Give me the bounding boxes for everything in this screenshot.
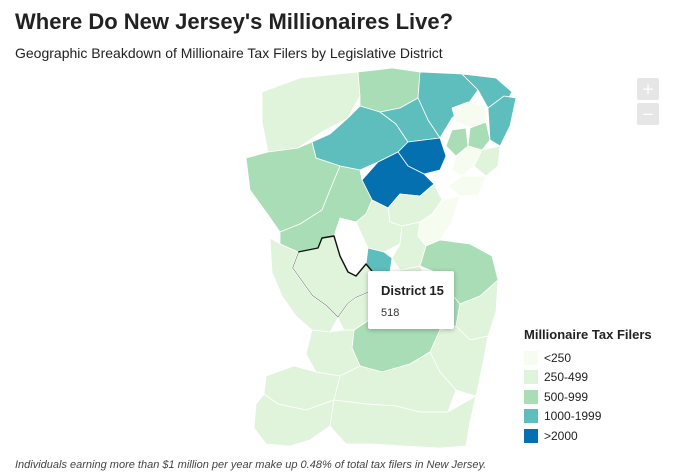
district-e-light2[interactable] [451,145,483,177]
district-tooltip: District 15 518 [368,271,454,329]
legend-label: 500-999 [544,389,589,404]
legend-swatch [524,428,538,443]
district-sw-upper[interactable] [269,237,339,333]
legend-label: 250-499 [544,370,589,385]
page-subtitle: Geographic Breakdown of Millionaire Tax … [15,45,443,61]
tooltip-value: 518 [381,307,400,319]
legend-label: 1000-1999 [544,409,602,424]
legend-item[interactable]: >2000 [524,426,652,446]
legend-swatch [524,389,538,404]
legend: Millionaire Tax Filers <250 250-499 500-… [524,327,652,446]
legend-item[interactable]: <250 [524,348,652,368]
footnote: Individuals earning more than $1 million… [15,459,487,471]
legend-item[interactable]: 500-999 [524,387,652,407]
legend-label: >2000 [544,428,578,443]
legend-swatch [524,370,538,385]
legend-item[interactable]: 250-499 [524,368,652,388]
district-ne-green1[interactable] [467,121,491,151]
district-southeast[interactable] [329,395,477,449]
legend-swatch [524,350,538,365]
page-title: Where Do New Jersey's Millionaires Live? [15,9,454,34]
zoom-out-button[interactable]: − [637,103,659,125]
tooltip-district-name: District 15 [381,283,444,298]
district-w-middle[interactable] [279,165,373,253]
district-south-light2[interactable] [305,329,361,377]
legend-title: Millionaire Tax Filers [524,327,652,342]
legend-swatch [524,409,538,424]
legend-label: <250 [544,350,572,365]
legend-item[interactable]: 1000-1999 [524,407,652,427]
zoom-in-button[interactable]: + [637,78,659,100]
district-nw[interactable] [261,71,361,153]
district-e-light3[interactable] [447,175,487,197]
